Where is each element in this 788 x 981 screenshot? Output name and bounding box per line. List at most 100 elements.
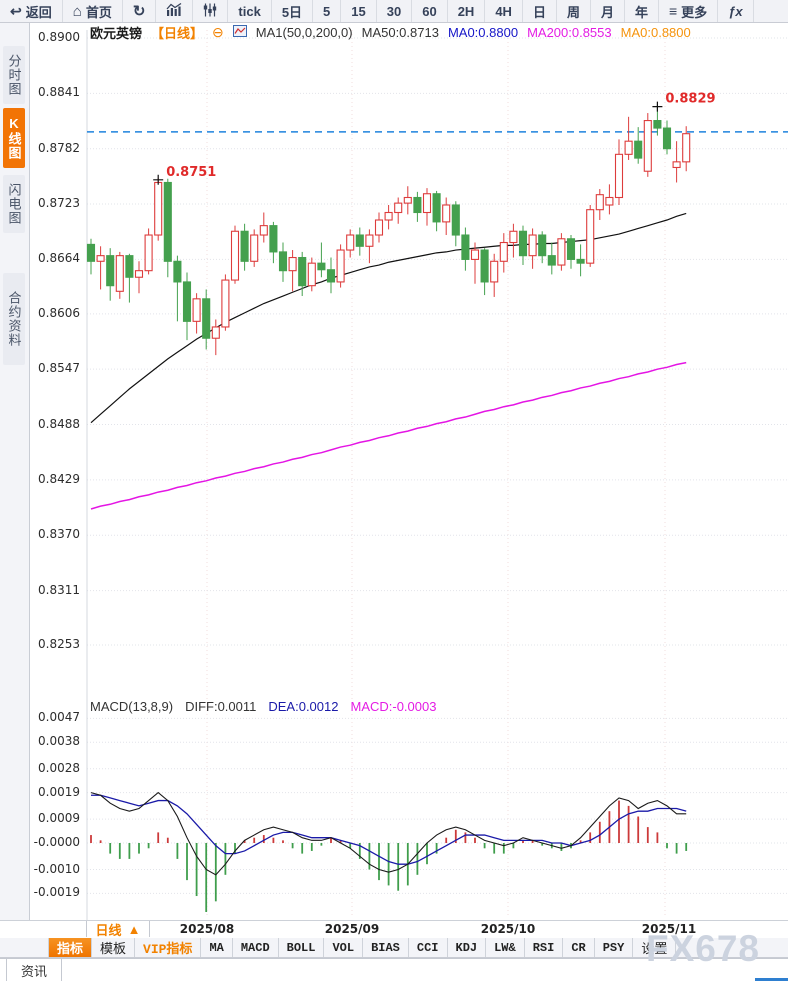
- period-30min[interactable]: 30: [377, 0, 413, 22]
- bottom-bar: 资讯: [0, 958, 788, 981]
- tab-rsi[interactable]: RSI: [525, 938, 564, 957]
- fx678-watermark: FX678: [646, 928, 761, 969]
- chart-header: 欧元英镑 【日线】 ⊖ MA1(50,0,200,0) MA50:0.8713 …: [90, 23, 691, 41]
- period-5day[interactable]: 5日: [272, 0, 314, 22]
- period-2h-label: 2H: [457, 3, 475, 19]
- ma50-readout: MA50:0.8713: [361, 24, 439, 40]
- tab-boll[interactable]: BOLL: [279, 938, 325, 957]
- period-5day-label: 5日: [281, 4, 303, 20]
- period-tick[interactable]: tick: [228, 0, 272, 22]
- back-button-label: 返回: [25, 4, 52, 20]
- macd-diff-readout: DIFF:0.0011: [185, 699, 257, 714]
- period-15min-label: 15: [351, 3, 366, 19]
- period-30min-label: 30: [386, 3, 402, 19]
- triangle-up-icon: ▲: [127, 921, 141, 937]
- home-icon: ⌂: [72, 2, 82, 20]
- tab-flash-chart[interactable]: 闪电图: [3, 175, 25, 233]
- tab-bias[interactable]: BIAS: [363, 938, 409, 957]
- more-button[interactable]: ≡ 更多: [659, 0, 719, 22]
- period-4h-label: 4H: [495, 3, 512, 19]
- period-month[interactable]: 月: [591, 0, 625, 22]
- svg-text:0.8829: 0.8829: [665, 92, 715, 107]
- line-chart-mode-button[interactable]: [156, 0, 194, 22]
- tab-indicator[interactable]: 指标: [48, 938, 93, 957]
- tab-kdj[interactable]: KDJ: [448, 938, 487, 957]
- macd-tick: 0.0038: [38, 734, 80, 749]
- more-button-label: 更多: [681, 4, 708, 20]
- indicator-tab-bar: 指标 模板 VIP指标 MA MACD BOLL VOL BIAS CCI KDJ LW& RSI CR…: [0, 938, 788, 958]
- back-icon: ↩: [10, 3, 22, 19]
- period-5min-label: 5: [323, 3, 331, 19]
- formula-button[interactable]: ƒx: [718, 0, 754, 22]
- period-5min[interactable]: 5: [313, 0, 342, 22]
- tab-kline-chart[interactable]: K线图: [3, 108, 25, 168]
- date-label: 2025/10: [480, 922, 536, 936]
- period-year[interactable]: 年: [625, 0, 659, 22]
- price-tick: 0.8370: [38, 527, 80, 542]
- price-tick: 0.8253: [38, 637, 80, 651]
- top-toolbar: ↩ 返回 ⌂ 首页 ↻ tick 5日 5 15 30 60 2H 4H 日周月年 ≡ 更多 ƒx: [0, 0, 788, 23]
- period-4h[interactable]: 4H: [485, 0, 523, 22]
- tab-cr[interactable]: CR: [563, 938, 595, 957]
- period-15min[interactable]: 15: [341, 0, 377, 22]
- menu-icon: ≡: [669, 3, 678, 19]
- period-month-label: 月: [600, 4, 614, 20]
- macd-tick: -0.0000: [33, 835, 80, 849]
- price-tick: 0.8782: [38, 140, 80, 155]
- macd-tick: 0.0028: [38, 760, 80, 775]
- period-day-label: 日: [532, 4, 546, 20]
- macd-tick: -0.0010: [33, 861, 80, 876]
- left-sidebar: 分时图 K线图闪电图合约资料: [0, 23, 30, 920]
- price-tick: 0.8900: [38, 30, 80, 44]
- period-week[interactable]: 周: [557, 0, 591, 22]
- ma200-readout: MA200:0.8553: [527, 24, 612, 40]
- tab-ma[interactable]: MA: [201, 938, 233, 957]
- period-2h[interactable]: 2H: [448, 0, 486, 22]
- refresh-button[interactable]: ↻: [123, 0, 157, 22]
- price-tick: 0.8311: [38, 582, 80, 597]
- period-tag: 【日线】: [151, 25, 204, 41]
- macd-tick: 0.0019: [38, 784, 80, 799]
- tab-template[interactable]: 模板: [92, 938, 136, 957]
- symbol-name: 欧元英镑: [90, 25, 143, 41]
- ma0-orange-readout: MA0:0.8800: [620, 24, 691, 40]
- period-60min[interactable]: 60: [412, 0, 448, 22]
- tab-psy[interactable]: PSY: [595, 938, 634, 957]
- back-button[interactable]: ↩ 返回: [0, 0, 63, 22]
- price-tick: 0.8606: [38, 305, 80, 320]
- price-tick: 0.8488: [38, 416, 80, 431]
- tab-settings[interactable]: 设置: [633, 938, 677, 957]
- tab-lw[interactable]: LW&: [486, 938, 525, 957]
- tab-contract-info[interactable]: 合约资料: [3, 273, 25, 365]
- tab-cci[interactable]: CCI: [409, 938, 448, 957]
- candle-chart-mode-button[interactable]: [193, 0, 229, 22]
- macd-header: MACD(13,8,9) DIFF:0.0011 DEA:0.0012 MACD…: [90, 699, 436, 714]
- ma0-blue-readout: MA0:0.8800: [447, 24, 519, 40]
- tab-macd[interactable]: MACD: [233, 938, 279, 957]
- tab-time-chart[interactable]: 分时图: [3, 46, 25, 104]
- macd-tick: -0.0019: [33, 885, 80, 900]
- macd-tick: 0.0009: [38, 811, 80, 826]
- date-axis-row: 日线 ▲: [0, 920, 788, 938]
- period-week-label: 周: [566, 4, 580, 20]
- ma-indicator-params: MA1(50,0,200,0): [255, 24, 353, 40]
- tab-vip-indicator[interactable]: VIP指标: [135, 938, 202, 957]
- period-tick-label: tick: [238, 3, 261, 19]
- price-tick: 0.8723: [38, 196, 80, 211]
- tab-vol[interactable]: VOL: [324, 938, 364, 957]
- collapse-icon[interactable]: ⊖: [212, 23, 224, 40]
- price-tick: 0.8547: [38, 361, 80, 376]
- price-tick: 0.8429: [38, 471, 80, 486]
- date-label: 2025/08: [179, 922, 235, 936]
- period-day[interactable]: 日: [523, 0, 557, 22]
- home-button-label: 首页: [85, 4, 112, 20]
- tab-news[interactable]: 资讯: [6, 959, 62, 981]
- svg-text:0.8751: 0.8751: [166, 165, 216, 180]
- period-selector[interactable]: 日线 ▲: [86, 921, 150, 938]
- home-button[interactable]: ⌂ 首页: [63, 0, 123, 22]
- candles-icon: [203, 3, 217, 20]
- period-60min-label: 60: [422, 3, 437, 19]
- date-label: 2025/11: [641, 922, 697, 936]
